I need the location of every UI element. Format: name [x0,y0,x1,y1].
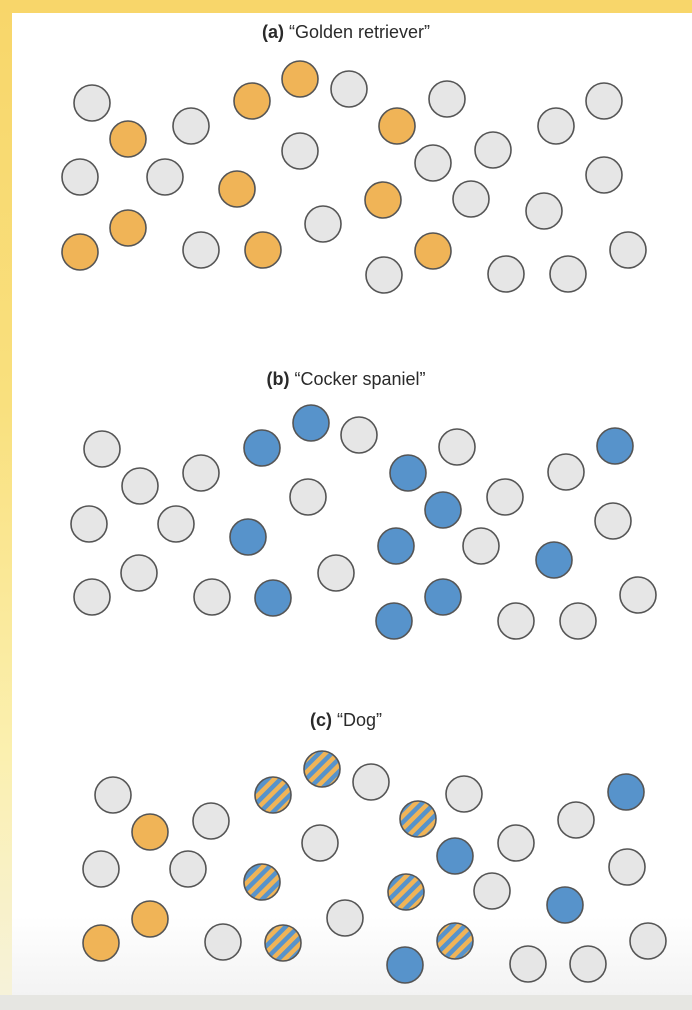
inactive-unit [428,80,466,118]
golden-retriever-unit [414,232,452,270]
inactive-unit [585,156,623,194]
inactive-unit [61,158,99,196]
cocker-spaniel-unit [546,886,584,924]
inactive-unit [330,70,368,108]
inactive-unit [301,824,339,862]
inactive-unit [549,255,587,293]
cocker-spaniel-unit [386,946,424,984]
inactive-unit [192,802,230,840]
cocker-spaniel-unit [424,578,462,616]
panel-b-title: (b) “Cocker spaniel” [266,369,426,389]
inactive-unit [525,192,563,230]
cocker-spaniel-unit [424,491,462,529]
inactive-unit [94,776,132,814]
inactive-unit [486,478,524,516]
inactive-unit [193,578,231,616]
shared-unit [264,924,302,962]
inactive-unit [120,554,158,592]
shared-unit [303,750,341,788]
inactive-unit [146,158,184,196]
golden-retriever-unit [244,231,282,269]
inactive-unit [547,453,585,491]
cocker-spaniel-unit [243,429,281,467]
golden-retriever-unit [218,170,256,208]
inactive-unit [473,872,511,910]
inactive-unit [121,467,159,505]
golden-retriever-unit [82,924,120,962]
inactive-unit [559,602,597,640]
shared-unit [387,873,425,911]
inactive-unit [569,945,607,983]
inactive-unit [182,454,220,492]
inactive-unit [537,107,575,145]
golden-retriever-unit [364,181,402,219]
inactive-unit [629,922,667,960]
panel-c-title: (c) “Dog” [309,710,383,730]
inactive-unit [487,255,525,293]
inactive-unit [304,205,342,243]
inactive-unit [497,602,535,640]
cocker-spaniel-unit [596,427,634,465]
inactive-unit [414,144,452,182]
cocker-spaniel-unit [292,404,330,442]
cocker-spaniel-unit [229,518,267,556]
inactive-unit [70,505,108,543]
inactive-unit [497,824,535,862]
golden-retriever-unit [131,900,169,938]
inactive-unit [445,775,483,813]
panel-a-title: (a) “Golden retriever” [261,22,431,42]
shared-unit [436,922,474,960]
inactive-unit [619,576,657,614]
shared-unit [254,776,292,814]
inactive-unit [352,763,390,801]
inactive-unit [73,84,111,122]
inactive-unit [83,430,121,468]
cocker-spaniel-unit [607,773,645,811]
inactive-unit [609,231,647,269]
inactive-unit [585,82,623,120]
inactive-unit [289,478,327,516]
golden-retriever-unit [109,209,147,247]
inactive-unit [557,801,595,839]
cocker-spaniel-unit [535,541,573,579]
shared-unit [243,863,281,901]
inactive-unit [169,850,207,888]
cocker-spaniel-unit [389,454,427,492]
golden-retriever-unit [378,107,416,145]
inactive-unit [438,428,476,466]
inactive-unit [157,505,195,543]
inactive-unit [73,578,111,616]
cocker-spaniel-unit [375,602,413,640]
golden-retriever-unit [109,120,147,158]
shared-unit [399,800,437,838]
inactive-unit [281,132,319,170]
inactive-unit [204,923,242,961]
golden-retriever-unit [131,813,169,851]
inactive-unit [474,131,512,169]
bottom-bar [0,995,692,1010]
inactive-unit [317,554,355,592]
inactive-unit [326,899,364,937]
cocker-spaniel-unit [377,527,415,565]
inactive-unit [82,850,120,888]
inactive-unit [462,527,500,565]
inactive-unit [594,502,632,540]
cocker-spaniel-unit [254,579,292,617]
golden-retriever-unit [233,82,271,120]
inactive-unit [182,231,220,269]
inactive-unit [340,416,378,454]
golden-retriever-unit [281,60,319,98]
inactive-unit [509,945,547,983]
inactive-unit [452,180,490,218]
inactive-unit [365,256,403,294]
golden-retriever-unit [61,233,99,271]
cocker-spaniel-unit [436,837,474,875]
inactive-unit [608,848,646,886]
inactive-unit [172,107,210,145]
